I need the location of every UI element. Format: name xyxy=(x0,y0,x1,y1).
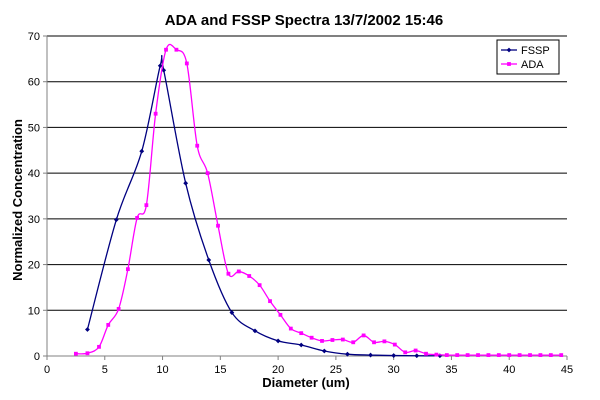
legend-marker-ada xyxy=(507,62,511,66)
data-point-ada-16 xyxy=(236,269,241,274)
y-tick-label-20: 20 xyxy=(28,260,40,272)
data-point-ada-21 xyxy=(288,326,293,331)
data-point-fssp-7 xyxy=(229,310,235,315)
y-axis-label: Normalized Concentration xyxy=(10,119,25,281)
x-tick-label-30: 30 xyxy=(388,364,400,376)
x-tick-label-25: 25 xyxy=(330,364,342,376)
data-point-ada-25 xyxy=(330,338,335,342)
data-point-ada-30 xyxy=(382,339,387,344)
data-point-fssp-8 xyxy=(252,328,258,334)
y-tick-label-10: 10 xyxy=(28,305,40,317)
data-point-fssp-13 xyxy=(368,352,373,358)
chart-title: ADA and FSSP Spectra 13/7/2002 15:46 xyxy=(165,12,443,29)
x-tick-label-10: 10 xyxy=(156,364,168,376)
data-point-ada-47 xyxy=(559,353,564,357)
data-point-ada-31 xyxy=(392,342,397,347)
data-point-fssp-5 xyxy=(183,180,189,186)
data-point-ada-34 xyxy=(424,351,428,356)
data-point-ada-24 xyxy=(320,339,324,343)
data-point-ada-14 xyxy=(216,223,220,228)
data-point-ada-22 xyxy=(299,331,304,336)
data-point-ada-32 xyxy=(403,350,408,355)
data-point-ada-45 xyxy=(538,353,543,357)
data-point-ada-6 xyxy=(135,216,140,220)
data-point-ada-38 xyxy=(465,353,470,357)
data-point-ada-37 xyxy=(455,353,460,357)
data-point-ada-15 xyxy=(226,271,231,276)
data-point-fssp-2 xyxy=(139,148,145,154)
data-point-fssp-0 xyxy=(85,327,90,332)
legend-label-ada: ADA xyxy=(521,59,544,71)
y-tick-label-30: 30 xyxy=(28,214,40,226)
x-axis-label: Diameter (um) xyxy=(262,375,349,390)
data-point-ada-27 xyxy=(351,340,356,345)
data-point-ada-5 xyxy=(125,267,130,272)
data-point-ada-44 xyxy=(528,353,532,357)
data-point-fssp-1 xyxy=(113,217,119,223)
data-point-ada-3 xyxy=(106,323,111,327)
x-tick-label-35: 35 xyxy=(445,364,457,376)
x-tick-label-0: 0 xyxy=(44,364,50,376)
data-point-ada-7 xyxy=(144,203,149,208)
data-point-ada-9 xyxy=(164,47,168,52)
x-tick-label-40: 40 xyxy=(503,364,515,376)
data-point-ada-36 xyxy=(444,353,449,357)
data-point-fssp-11 xyxy=(321,348,327,354)
data-point-ada-2 xyxy=(97,344,101,349)
data-point-ada-8 xyxy=(153,111,158,116)
data-point-ada-40 xyxy=(486,353,491,357)
data-point-ada-41 xyxy=(496,353,501,357)
data-point-ada-19 xyxy=(268,299,272,304)
y-tick-label-50: 50 xyxy=(28,122,40,134)
data-point-ada-26 xyxy=(340,337,345,342)
data-point-ada-33 xyxy=(413,348,418,353)
y-tick-label-60: 60 xyxy=(28,77,40,89)
data-point-ada-13 xyxy=(205,171,210,176)
data-point-fssp-4 xyxy=(161,67,167,73)
x-tick-label-20: 20 xyxy=(272,364,284,376)
plot-area: 0 10 20 30 40 50 60 70 0 5 10 15 20 25 30 35 40 45 FSSP ADA xyxy=(28,31,573,376)
data-point-ada-42 xyxy=(507,353,512,357)
legend-box xyxy=(496,39,560,75)
data-point-ada-11 xyxy=(184,61,189,66)
data-point-fssp-6 xyxy=(206,257,212,263)
data-point-ada-39 xyxy=(476,353,480,357)
data-point-ada-29 xyxy=(372,340,376,345)
x-tick-label-45: 45 xyxy=(561,364,573,376)
data-point-fssp-12 xyxy=(345,351,350,357)
data-point-fssp-14 xyxy=(391,353,397,358)
y-tick-label-40: 40 xyxy=(28,168,40,180)
legend-marker-fssp xyxy=(506,47,512,53)
data-point-ada-4 xyxy=(116,307,121,311)
x-tick-label-15: 15 xyxy=(214,364,226,376)
data-point-ada-17 xyxy=(247,274,252,278)
plot-background xyxy=(47,36,567,356)
y-tick-label-0: 0 xyxy=(34,351,40,363)
data-point-fssp-10 xyxy=(298,342,304,348)
data-point-fssp-15 xyxy=(414,353,420,359)
x-tick-label-5: 5 xyxy=(102,364,108,376)
data-point-fssp-9 xyxy=(275,338,281,344)
data-point-ada-18 xyxy=(257,283,262,288)
data-point-ada-35 xyxy=(434,352,439,357)
data-point-ada-20 xyxy=(278,312,283,317)
data-point-ada-12 xyxy=(195,143,200,148)
data-point-ada-10 xyxy=(174,47,179,52)
data-point-fssp-3 xyxy=(157,63,163,69)
data-point-ada-46 xyxy=(548,353,553,357)
data-point-ada-43 xyxy=(517,353,522,357)
data-point-ada-28 xyxy=(361,333,366,338)
data-point-ada-0 xyxy=(73,351,78,356)
data-point-ada-1 xyxy=(85,351,90,356)
y-tick-label-70: 70 xyxy=(28,31,40,43)
legend-label-fssp: FSSP xyxy=(521,45,550,57)
data-point-ada-23 xyxy=(309,335,314,340)
